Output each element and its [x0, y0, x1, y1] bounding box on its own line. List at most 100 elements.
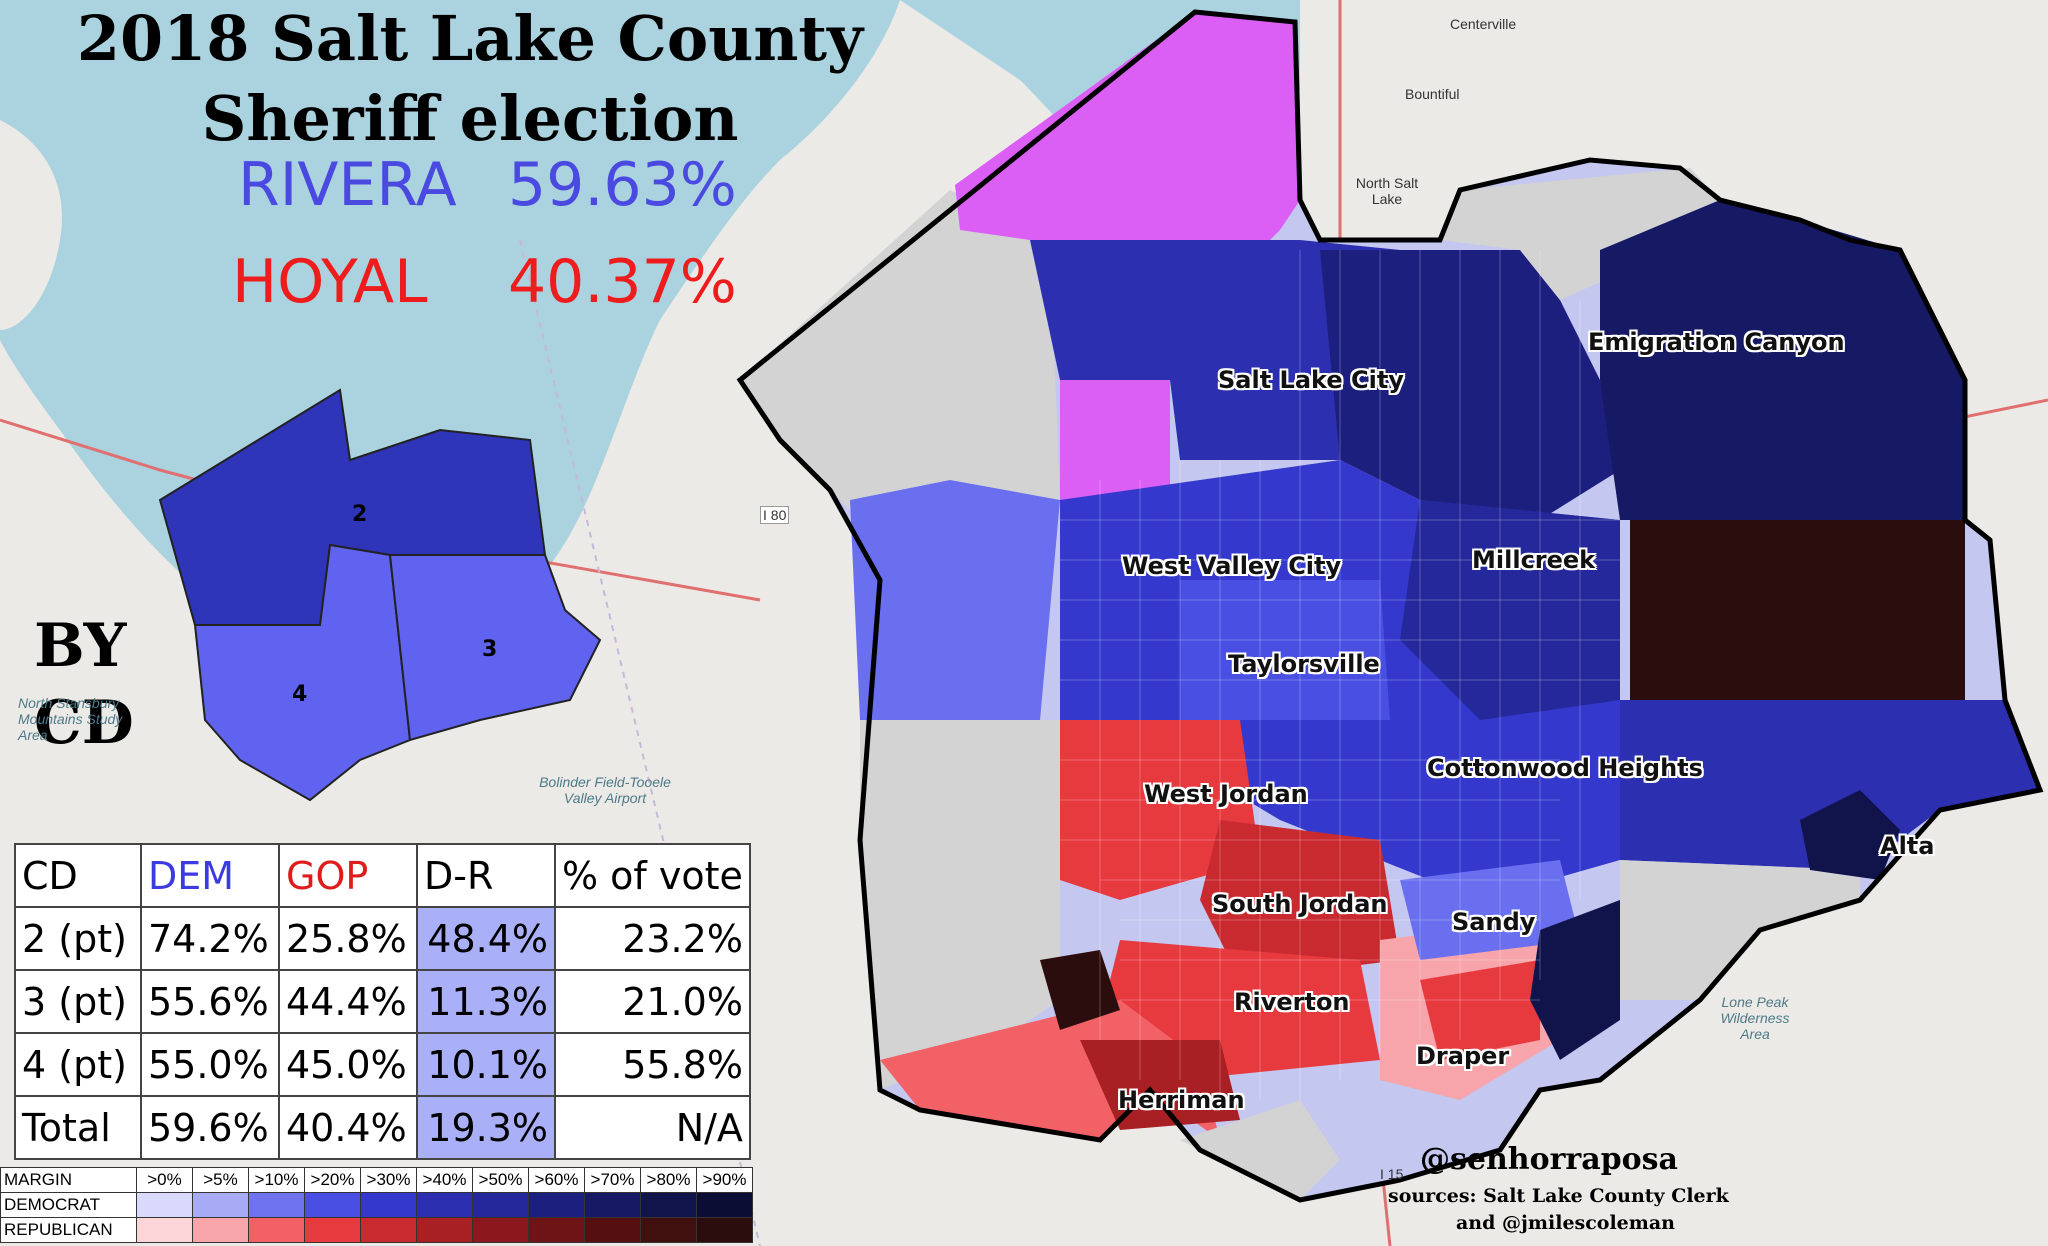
cell-dem: 55.0% [140, 1032, 280, 1097]
legend-bins-row: MARGIN >0% >5% >10% >20% >30% >40% >50% >60% >70… [0, 1167, 753, 1193]
sources-line-2: and @jmilescoleman [1456, 1212, 1676, 1234]
label-south-jordan: South Jordan [1212, 890, 1388, 918]
legend-rep-swatch [416, 1217, 473, 1243]
legend-rep-swatch [640, 1217, 697, 1243]
precinct-slc-core [1320, 250, 1620, 520]
cd-table-header-row: CD DEM GOP D-R % of vote [14, 843, 751, 908]
cell-dem: 59.6% [140, 1095, 280, 1160]
legend-rep-swatch [248, 1217, 305, 1243]
legend-bin-label: >50% [472, 1167, 529, 1193]
precinct-draper-red [1420, 960, 1540, 1060]
cell-dr: 48.4% [416, 906, 556, 971]
legend-rep-swatch [136, 1217, 193, 1243]
legend-rep-swatch [696, 1217, 753, 1243]
legend-bin-label: >80% [640, 1167, 697, 1193]
cell-pct-vote: 21.0% [554, 969, 751, 1034]
legend-bin-label: >40% [416, 1167, 473, 1193]
precinct-grid [1060, 250, 1620, 1100]
cell-cd: 2 (pt) [14, 906, 142, 971]
cell-dem: 55.6% [140, 969, 280, 1034]
precinct-west-jordan [1060, 720, 1260, 900]
cell-cd: 3 (pt) [14, 969, 142, 1034]
label-draper: Draper [1416, 1042, 1510, 1070]
legend-bin-label: >70% [584, 1167, 641, 1193]
legend-rep-swatch [360, 1217, 417, 1243]
legend-bin-label: >90% [696, 1167, 753, 1193]
legend-dem-swatch [136, 1192, 193, 1218]
label-alta: Alta [1880, 832, 1935, 860]
cell-pct-vote: N/A [554, 1095, 751, 1160]
label-west-valley-city: West Valley City [1122, 552, 1342, 580]
legend-rep-row: REPUBLICAN [0, 1217, 753, 1243]
legend-democrat-label: DEMOCRAT [0, 1192, 137, 1218]
precinct-unpopulated-sw [860, 720, 1060, 1090]
precinct-deep-red-east [1630, 520, 1965, 700]
precinct-sandy [1400, 860, 1580, 960]
basemap-bountiful: Bountiful [1405, 86, 1460, 102]
legend-bin-label: >60% [528, 1167, 585, 1193]
cd-header-dr: D-R [416, 843, 556, 908]
precinct-deep-red-sw [1040, 950, 1120, 1030]
precinct-alta [1800, 790, 1900, 880]
legend-dem-swatch [472, 1192, 529, 1218]
legend-rep-swatch [304, 1217, 361, 1243]
hoyal-name: HOYAL [232, 247, 428, 317]
cell-cd: Total [14, 1095, 142, 1160]
cell-pct-vote: 55.8% [554, 1032, 751, 1097]
rivera-name: RIVERA [238, 150, 457, 220]
basemap-lone-peak: Lone Peak Wilderness Area [1720, 994, 1790, 1042]
cell-cd: 4 (pt) [14, 1032, 142, 1097]
inset-district-4 [193, 543, 412, 802]
precinct-dark-south [1530, 900, 1620, 1060]
rivera-pct: 59.63% [508, 150, 737, 220]
cell-gop: 45.0% [278, 1032, 418, 1097]
legend-margin-label: MARGIN [0, 1167, 137, 1193]
inset-label-2: 2 [352, 502, 368, 527]
precinct-herriman-core [1080, 1040, 1240, 1130]
precinct-gray-se [1620, 860, 1860, 1000]
label-sandy: Sandy [1452, 908, 1536, 936]
lake-shore-island [0, 120, 62, 330]
label-cottonwood-heights: Cottonwood Heights [1427, 754, 1703, 782]
legend-bin-label: >20% [304, 1167, 361, 1193]
cell-gop: 40.4% [278, 1095, 418, 1160]
inset-label-4: 4 [292, 682, 308, 707]
label-millcreek: Millcreek [1472, 546, 1596, 574]
precinct-gray-ne [1440, 168, 1720, 300]
legend-dem-swatch [248, 1192, 305, 1218]
by-cd-line-2: CD [34, 688, 134, 758]
cd-header-cd: CD [14, 843, 142, 908]
basemap-centerville: Centerville [1450, 16, 1517, 32]
label-west-jordan: West Jordan [1144, 780, 1308, 808]
sources-line-1: sources: Salt Lake County Clerk [1388, 1185, 1729, 1207]
author-handle: @senhorraposa [1420, 1142, 1678, 1177]
legend-bin-label: >10% [248, 1167, 305, 1193]
legend-bin-label: >0% [136, 1167, 193, 1193]
precinct-emigration [1600, 200, 1965, 520]
cell-dem: 74.2% [140, 906, 280, 971]
precinct-darkblue-north [1030, 240, 1400, 460]
legend-dem-swatch [696, 1192, 753, 1218]
precinct-gray-south [1180, 1100, 1340, 1200]
legend-dem-row: DEMOCRAT [0, 1192, 753, 1218]
cd-header-dem: DEM [140, 843, 280, 908]
legend-republican-label: REPUBLICAN [0, 1217, 137, 1243]
county-precincts [736, 9, 2044, 1203]
inset-cd-map [158, 388, 602, 802]
table-row: Total 59.6% 40.4% 19.3% N/A [14, 1095, 751, 1160]
cell-dr: 19.3% [416, 1095, 556, 1160]
precinct-south-jordan [1200, 820, 1400, 980]
precinct-lightblue-west [850, 480, 1060, 720]
by-cd-line-1: BY [34, 611, 127, 681]
legend-dem-swatch [360, 1192, 417, 1218]
label-herriman: Herriman [1118, 1086, 1245, 1114]
margin-legend: MARGIN >0% >5% >10% >20% >30% >40% >50% >60% >70… [0, 1167, 753, 1243]
legend-rep-swatch [192, 1217, 249, 1243]
precinct-taylorsville [1180, 580, 1390, 720]
legend-bin-label: >30% [360, 1167, 417, 1193]
inset-label-3: 3 [482, 637, 498, 662]
label-salt-lake-city: Salt Lake City [1218, 366, 1404, 394]
precinct-magenta-mid [1060, 380, 1170, 510]
